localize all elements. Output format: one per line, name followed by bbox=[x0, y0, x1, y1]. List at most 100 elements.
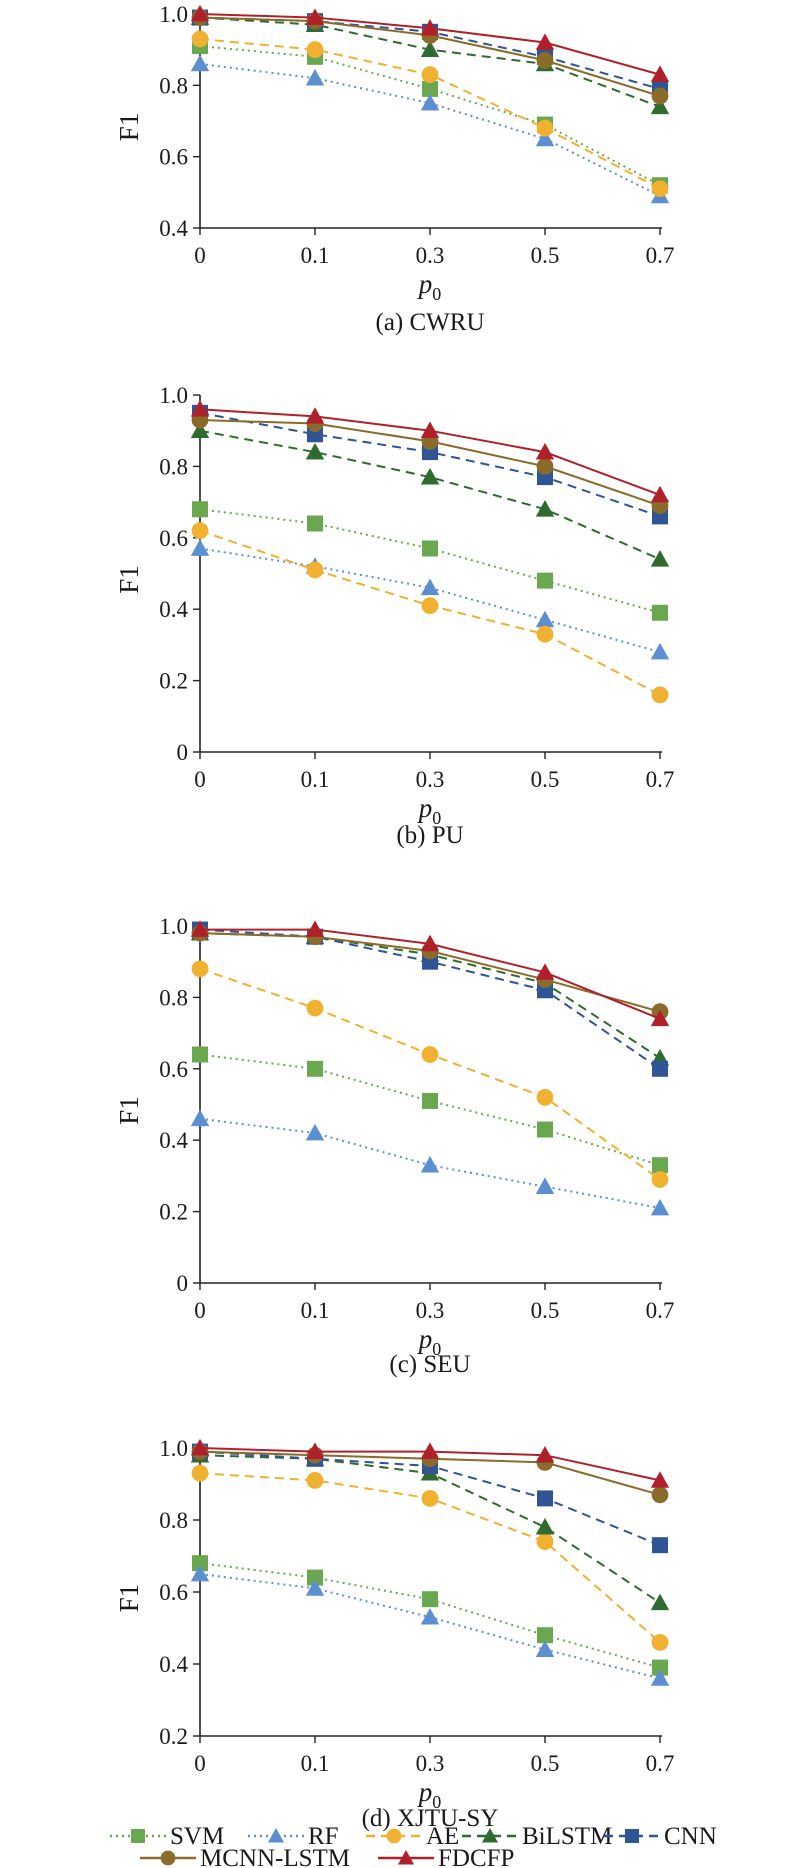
y-tick-label: 0.8 bbox=[159, 73, 188, 98]
data-point-rf bbox=[650, 1669, 670, 1686]
x-tick-label: 0.1 bbox=[301, 243, 330, 268]
series-fdcfp bbox=[190, 4, 670, 82]
x-tick-label: 0.1 bbox=[301, 767, 330, 792]
series-line-rf bbox=[199, 1573, 661, 1680]
x-tick-label: 0 bbox=[194, 1298, 206, 1323]
data-point-ae bbox=[651, 1634, 669, 1651]
data-point-fdcfp bbox=[535, 963, 555, 980]
caption-d-xjtu-sy: (d) XJTU-SY bbox=[362, 1805, 499, 1832]
y-tick-label: 1.0 bbox=[159, 383, 188, 408]
data-point-svm bbox=[652, 604, 668, 621]
x-tick-label: 0 bbox=[194, 1751, 206, 1776]
data-point-ae bbox=[191, 960, 209, 978]
data-point-rf bbox=[190, 1109, 210, 1127]
y-tick-label: 0.8 bbox=[159, 1508, 188, 1533]
data-point-svm bbox=[192, 1555, 208, 1572]
data-point-ae bbox=[191, 522, 209, 540]
data-point-svm bbox=[652, 1659, 668, 1676]
data-point-fdcfp bbox=[420, 19, 440, 36]
legend-entry-fdcfp: FDCFP bbox=[378, 1845, 514, 1868]
legend-marker-cnn bbox=[625, 1829, 639, 1843]
series-fdcfp bbox=[190, 400, 670, 503]
data-point-fdcfp bbox=[305, 8, 325, 25]
data-point-bilstm bbox=[650, 550, 670, 567]
chart-b-pu: 0 0.2 0.4 0.6 0.8 1.0 0 0.1 0.3 0.5 0.7 F1 p0(b) PU bbox=[114, 383, 674, 849]
legend-marker-fdcfp bbox=[397, 1849, 415, 1865]
y-tick-label: 0.2 bbox=[159, 1724, 188, 1749]
data-point-rf bbox=[305, 1579, 325, 1596]
series-line-bilstm bbox=[199, 429, 661, 561]
data-point-fdcfp bbox=[190, 400, 210, 417]
x-tick-label: 0.3 bbox=[416, 243, 445, 268]
series-ae bbox=[191, 960, 669, 1188]
data-point-rf bbox=[650, 642, 670, 660]
data-point-fdcfp bbox=[650, 485, 670, 503]
y-axis-label: F1 bbox=[114, 1096, 144, 1125]
caption-a-cwru: (a) CWRU bbox=[376, 309, 485, 336]
legend-entry-mcnn-lstm: MCNN-LSTM bbox=[140, 1845, 350, 1868]
data-point-rf bbox=[305, 1123, 325, 1141]
data-point-rf bbox=[190, 539, 210, 556]
series-svm bbox=[192, 501, 668, 621]
x-tick-label: 0.3 bbox=[416, 1298, 445, 1323]
y-tick-label: 0.4 bbox=[159, 1128, 188, 1153]
legend-entry-ae: AE bbox=[366, 1823, 459, 1850]
data-point-rf bbox=[535, 1640, 555, 1657]
series-svm bbox=[192, 38, 668, 194]
data-point-ae bbox=[421, 66, 439, 84]
data-point-cnn bbox=[652, 1060, 668, 1077]
data-point-fdcfp bbox=[190, 4, 210, 22]
data-point-svm bbox=[537, 1627, 553, 1644]
x-tick-label: 0.7 bbox=[646, 767, 675, 792]
data-point-svm bbox=[307, 1060, 323, 1077]
data-point-rf bbox=[420, 578, 440, 596]
y-tick-label: 0.4 bbox=[159, 1652, 188, 1677]
legend-marker-mcnn-lstm bbox=[160, 1850, 176, 1866]
x-tick-label: 0.5 bbox=[531, 1751, 560, 1776]
x-tick-label: 0 bbox=[194, 243, 206, 268]
y-tick-label: 0 bbox=[177, 1271, 189, 1296]
data-point-rf bbox=[420, 1608, 440, 1625]
chart-c-seu: 0 0.2 0.4 0.6 0.8 1.0 0 0.1 0.3 0.5 0.7 F1 p0(c) SEU bbox=[114, 914, 674, 1378]
legend-label-svm: SVM bbox=[170, 1823, 224, 1850]
x-tick-label: 0.1 bbox=[301, 1751, 330, 1776]
data-point-rf bbox=[420, 93, 440, 111]
x-tick-label: 0.1 bbox=[301, 1298, 330, 1323]
series-ae bbox=[191, 522, 669, 704]
series-bilstm bbox=[190, 421, 670, 567]
y-axis-label: F1 bbox=[114, 565, 144, 594]
data-point-fdcfp bbox=[420, 1442, 440, 1459]
data-point-ae bbox=[306, 999, 324, 1017]
data-point-ae bbox=[651, 1171, 669, 1188]
data-point-ae bbox=[306, 1472, 324, 1489]
data-point-mcnn-lstm bbox=[536, 458, 554, 475]
legend-entry-cnn: CNN bbox=[604, 1823, 717, 1850]
data-point-fdcfp bbox=[650, 1009, 670, 1027]
data-point-ae bbox=[651, 180, 669, 198]
y-tick-label: 0.6 bbox=[159, 1580, 188, 1605]
data-point-bilstm bbox=[535, 500, 555, 517]
x-tick-label: 0.7 bbox=[646, 1751, 675, 1776]
data-point-svm bbox=[307, 1569, 323, 1586]
legend: SVM RF AE BiLSTM CNN MCNN-LSTM FDCFP bbox=[110, 1823, 717, 1868]
data-point-svm bbox=[422, 1092, 438, 1109]
data-point-fdcfp bbox=[190, 920, 210, 937]
y-tick-label: 0.6 bbox=[159, 1057, 188, 1082]
series-ae bbox=[191, 1464, 669, 1651]
data-point-bilstm bbox=[420, 40, 440, 58]
series-rf bbox=[190, 1109, 670, 1216]
data-point-fdcfp bbox=[535, 442, 555, 460]
data-point-mcnn-lstm bbox=[651, 1486, 669, 1504]
data-point-fdcfp bbox=[305, 920, 325, 937]
data-point-ae bbox=[536, 1088, 554, 1106]
legend-marker-svm bbox=[131, 1829, 145, 1843]
data-point-fdcfp bbox=[420, 934, 440, 952]
series-fdcfp bbox=[190, 920, 670, 1027]
data-point-svm bbox=[192, 1046, 208, 1063]
data-point-ae bbox=[191, 1464, 209, 1482]
y-tick-label: 1.0 bbox=[159, 1436, 188, 1461]
data-point-rf bbox=[535, 610, 555, 628]
legend-label-bilstm: BiLSTM bbox=[522, 1823, 612, 1850]
x-tick-label: 0.5 bbox=[531, 1298, 560, 1323]
